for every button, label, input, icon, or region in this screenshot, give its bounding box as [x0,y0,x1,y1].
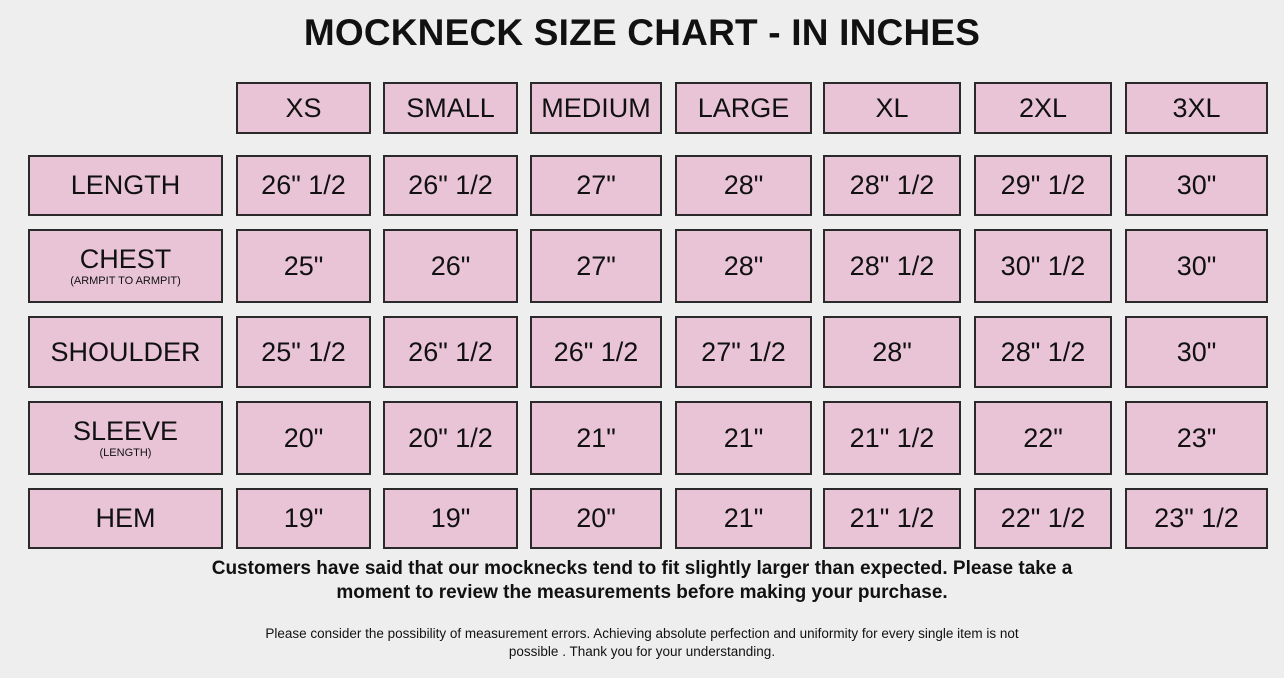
size-header-small: SMALL [383,82,518,134]
page-title: MOCKNECK SIZE CHART - IN INCHES [303,12,981,53]
size-header-large: LARGE [675,82,812,134]
row-sublabel: (ARMPIT TO ARMPIT) [70,274,181,287]
measurement-cell: 28" 1/2 [823,155,961,216]
measurement-cell: 19" [383,488,518,549]
size-header-xl: XL [823,82,961,134]
measurement-cell: 26" [383,229,518,303]
measurement-cell: 27" 1/2 [675,316,812,388]
measurement-cell: 21" [675,401,812,475]
measurement-cell: 26" 1/2 [236,155,371,216]
measurement-cell: 19" [236,488,371,549]
measurement-cell: 26" 1/2 [383,316,518,388]
fit-notice-line-1: Customers have said that our mocknecks t… [211,558,1073,579]
measurement-cell: 23" [1125,401,1268,475]
measurement-cell: 25" 1/2 [236,316,371,388]
row-label-text: SHOULDER [50,336,201,367]
size-header-3xl: 3XL [1125,82,1268,134]
measurement-cell: 20" [530,488,662,549]
measurement-cell: 28" [675,155,812,216]
measurement-cell: 30" [1125,316,1268,388]
measurement-cell: 28" 1/2 [823,229,961,303]
measurement-cell: 30" 1/2 [974,229,1112,303]
measurement-cell: 27" [530,155,662,216]
disclaimer-line-1: Please consider the possibility of measu… [265,626,1019,641]
measurement-cell: 21" [530,401,662,475]
measurement-cell: 20" [236,401,371,475]
measurement-cell: 28" 1/2 [974,316,1112,388]
disclaimer-line-2: possible . Thank you for your understand… [508,644,776,659]
row-label-text: HEM [95,503,156,534]
measurement-cell: 26" 1/2 [530,316,662,388]
measurement-cell: 28" [823,316,961,388]
measurement-cell: 27" [530,229,662,303]
measurement-cell: 20" 1/2 [383,401,518,475]
row-label-text: LENGTH [70,170,181,201]
measurement-cell: 28" [675,229,812,303]
measurement-cell: 22" 1/2 [974,488,1112,549]
measurement-cell: 30" [1125,155,1268,216]
measurement-cell: 21" 1/2 [823,401,961,475]
row-label-sleeve: SLEEVE (LENGTH) [28,401,223,475]
row-label-text: SLEEVE [72,415,179,446]
fit-notice: Customers have said that our mocknecks t… [0,557,1284,605]
row-label-shoulder: SHOULDER [28,316,223,388]
size-header-xs: XS [236,82,371,134]
measurement-cell: 21" 1/2 [823,488,961,549]
row-label-text: CHEST [79,243,172,274]
row-label-length: LENGTH [28,155,223,216]
fit-notice-line-2: moment to review the measurements before… [336,582,948,603]
row-label-hem: HEM [28,488,223,549]
measurement-cell: 23" 1/2 [1125,488,1268,549]
row-sublabel: (LENGTH) [99,446,152,459]
measurement-cell: 22" [974,401,1112,475]
measurement-cell: 26" 1/2 [383,155,518,216]
measurement-cell: 30" [1125,229,1268,303]
measurement-disclaimer: Please consider the possibility of measu… [0,625,1284,661]
measurement-cell: 21" [675,488,812,549]
row-label-chest: CHEST (ARMPIT TO ARMPIT) [28,229,223,303]
size-header-2xl: 2XL [974,82,1112,134]
measurement-cell: 29" 1/2 [974,155,1112,216]
measurement-cell: 25" [236,229,371,303]
size-header-medium: MEDIUM [530,82,662,134]
